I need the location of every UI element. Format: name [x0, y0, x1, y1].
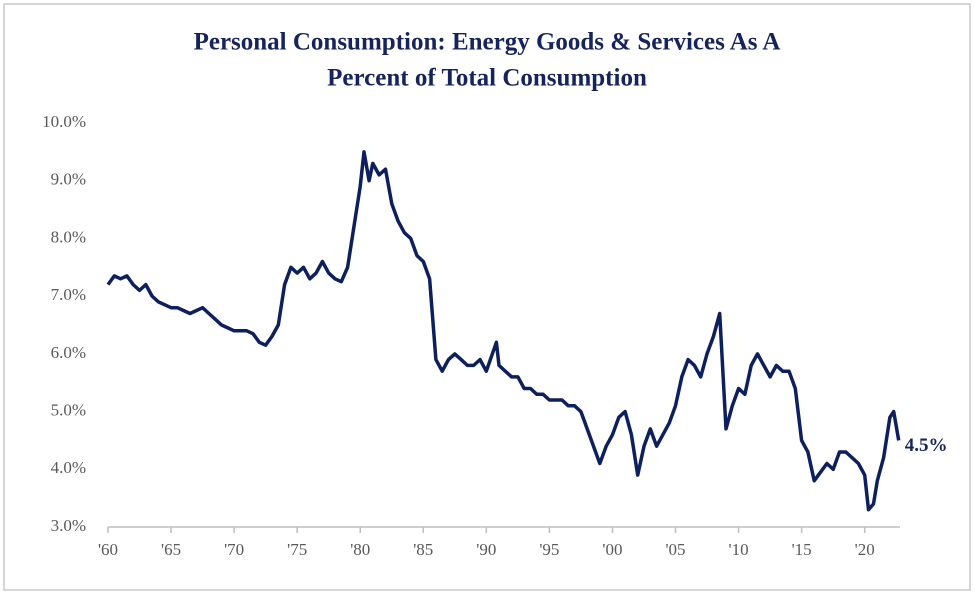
x-tick-label: '00	[602, 540, 622, 559]
line-series	[108, 152, 899, 510]
y-tick-label: 6.0%	[51, 343, 86, 362]
x-tick-label: '90	[476, 540, 496, 559]
x-tick-label: '15	[792, 540, 812, 559]
x-tick-label: '10	[729, 540, 749, 559]
x-tick-label: '05	[665, 540, 685, 559]
y-tick-label: 10.0%	[42, 112, 86, 131]
y-tick-label: 4.0%	[51, 458, 86, 477]
y-tick-label: 3.0%	[51, 516, 86, 535]
x-tick-label: '85	[413, 540, 433, 559]
end-label: 4.5%	[905, 435, 948, 456]
x-tick-label: '70	[224, 540, 244, 559]
frame	[4, 4, 970, 590]
y-tick-label: 5.0%	[51, 400, 86, 419]
x-tick-label: '75	[287, 540, 307, 559]
chart-subtitle: Percent of Total Consumption	[327, 65, 647, 92]
x-tick-label: '20	[855, 540, 875, 559]
page: {"chart_data": { "type": "line", "title"…	[0, 0, 975, 596]
y-tick-label: 9.0%	[51, 170, 86, 189]
x-tick-label: '80	[350, 540, 370, 559]
y-tick-label: 8.0%	[51, 227, 86, 246]
x-tick-label: '65	[161, 540, 181, 559]
x-tick-label: '95	[539, 540, 559, 559]
chart: Personal Consumption: Energy Goods & Ser…	[0, 0, 975, 596]
chart-title: Personal Consumption: Energy Goods & Ser…	[194, 29, 781, 56]
y-tick-label: 7.0%	[51, 285, 86, 304]
x-tick-label: '60	[98, 540, 118, 559]
